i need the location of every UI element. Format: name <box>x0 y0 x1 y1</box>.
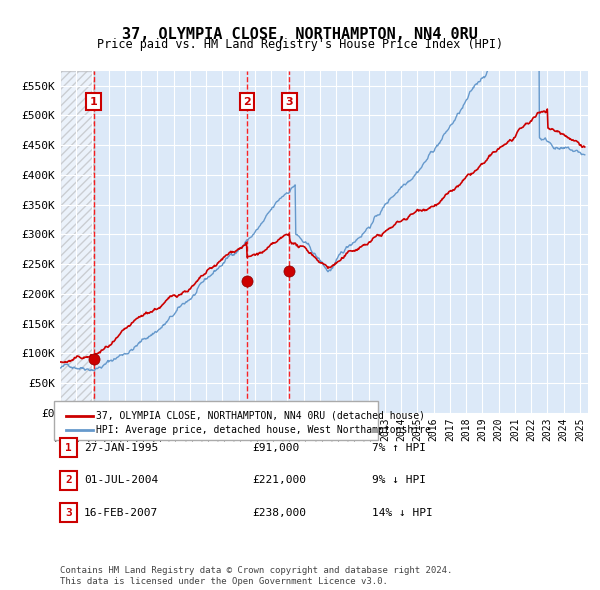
Text: Price paid vs. HM Land Registry's House Price Index (HPI): Price paid vs. HM Land Registry's House … <box>97 38 503 51</box>
Text: 3: 3 <box>286 97 293 107</box>
Bar <box>60 71 94 413</box>
Text: 37, OLYMPIA CLOSE, NORTHAMPTON, NN4 0RU: 37, OLYMPIA CLOSE, NORTHAMPTON, NN4 0RU <box>122 27 478 41</box>
Text: 27-JAN-1995: 27-JAN-1995 <box>84 443 158 453</box>
Text: 14% ↓ HPI: 14% ↓ HPI <box>372 508 433 517</box>
Text: 2: 2 <box>243 97 251 107</box>
Text: 3: 3 <box>65 508 72 517</box>
Text: £238,000: £238,000 <box>252 508 306 517</box>
Text: £221,000: £221,000 <box>252 476 306 485</box>
Text: HPI: Average price, detached house, West Northamptonshire: HPI: Average price, detached house, West… <box>96 425 431 434</box>
Text: 2: 2 <box>65 476 72 485</box>
Text: 9% ↓ HPI: 9% ↓ HPI <box>372 476 426 485</box>
Text: 01-JUL-2004: 01-JUL-2004 <box>84 476 158 485</box>
Text: 16-FEB-2007: 16-FEB-2007 <box>84 508 158 517</box>
Text: 1: 1 <box>65 443 72 453</box>
Text: 1: 1 <box>90 97 98 107</box>
Text: £91,000: £91,000 <box>252 443 299 453</box>
Text: Contains HM Land Registry data © Crown copyright and database right 2024.
This d: Contains HM Land Registry data © Crown c… <box>60 566 452 586</box>
Text: 7% ↑ HPI: 7% ↑ HPI <box>372 443 426 453</box>
Text: 37, OLYMPIA CLOSE, NORTHAMPTON, NN4 0RU (detached house): 37, OLYMPIA CLOSE, NORTHAMPTON, NN4 0RU … <box>96 411 425 421</box>
Bar <box>60 71 94 413</box>
